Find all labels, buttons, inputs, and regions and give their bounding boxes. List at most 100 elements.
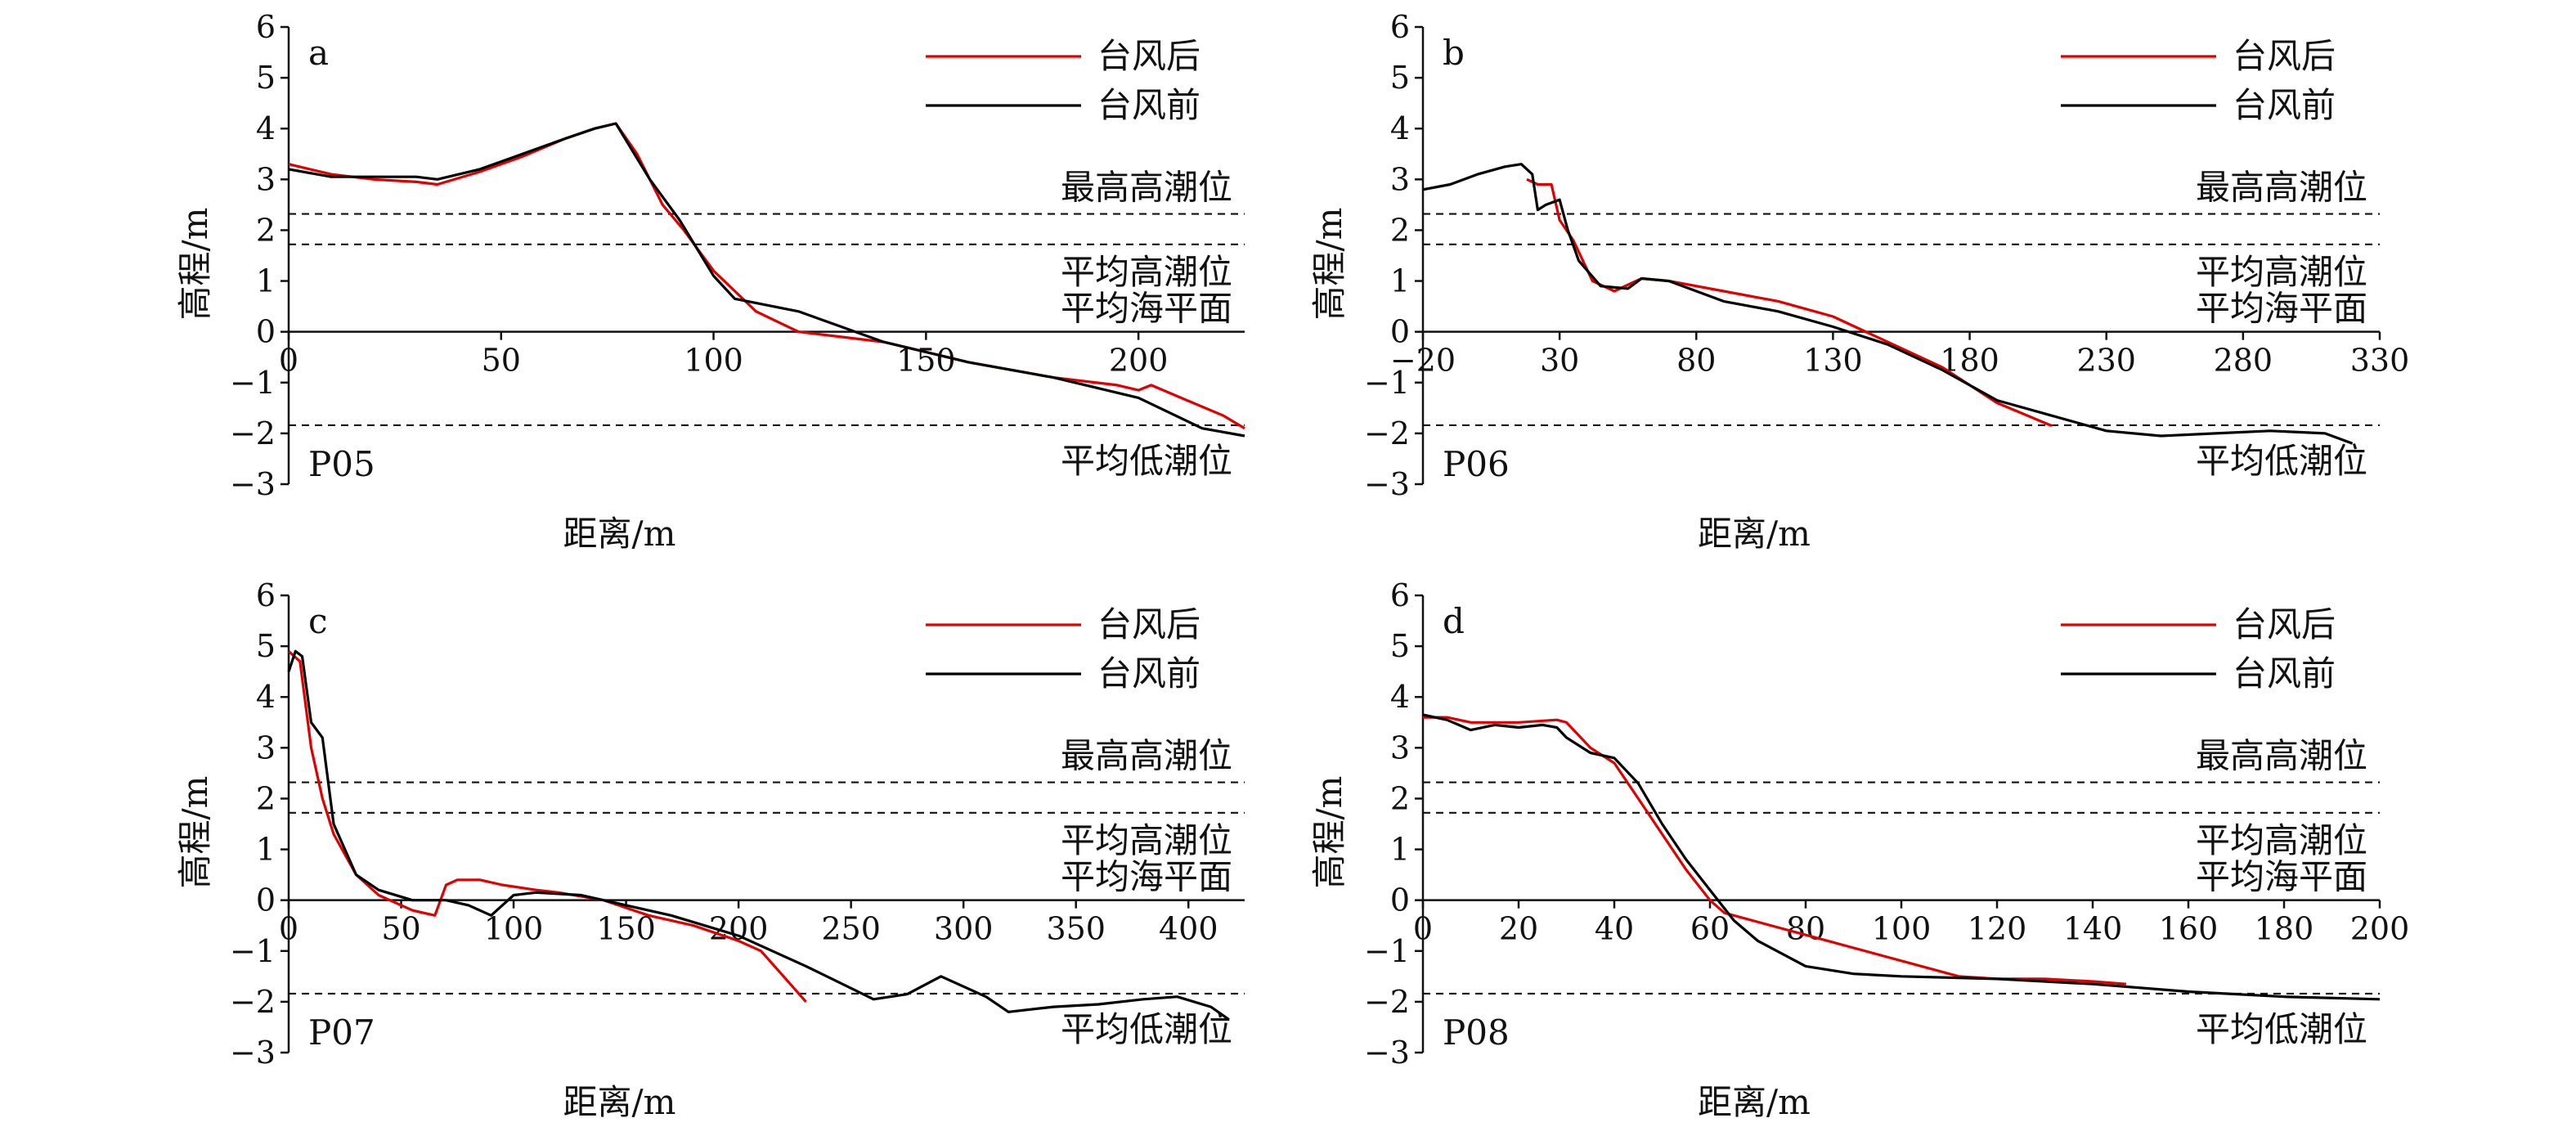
profile-label: P06 <box>1443 444 1510 484</box>
reference-line-label: 最高高潮位 <box>1061 736 1232 776</box>
y-tick-label: −3 <box>230 1035 276 1071</box>
y-tick-label: 0 <box>1390 314 1410 350</box>
y-tick-label: 4 <box>256 679 276 715</box>
x-tick-label: 50 <box>381 911 420 947</box>
series-line-after <box>1526 177 2053 428</box>
y-tick-label: −1 <box>1364 933 1410 969</box>
y-tick-label: 4 <box>256 110 276 146</box>
x-tick-label: 0 <box>279 343 298 379</box>
reference-line-label: 平均低潮位 <box>2196 441 2367 481</box>
x-tick-label: 100 <box>484 911 544 947</box>
x-tick-label: 60 <box>1690 911 1730 947</box>
x-tick-label: 100 <box>684 343 743 379</box>
reference-line-label: 平均海平面 <box>1061 857 1232 897</box>
y-tick-label: 5 <box>256 628 276 664</box>
x-axis-label: 距离/m <box>1698 514 1811 554</box>
legend-label: 台风前 <box>1097 85 1200 125</box>
x-tick-label: 180 <box>2255 911 2314 947</box>
x-tick-label: 50 <box>482 343 521 379</box>
reference-line-label: 平均海平面 <box>2196 289 2367 329</box>
y-axis-label: 高程/m <box>1309 776 1349 889</box>
y-tick-label: −1 <box>230 365 276 401</box>
y-axis-label: 高程/m <box>175 208 215 321</box>
reference-line-label: 最高高潮位 <box>2196 736 2367 776</box>
panel-letter: c <box>308 601 328 641</box>
legend-label: 台风前 <box>1097 653 1200 694</box>
legend-label: 台风后 <box>2233 36 2336 76</box>
y-tick-label: 5 <box>256 60 276 96</box>
x-tick-label: 330 <box>2350 343 2410 379</box>
reference-line-label: 平均低潮位 <box>1061 1009 1232 1049</box>
y-tick-label: −2 <box>230 415 276 451</box>
y-tick-label: −3 <box>230 466 276 502</box>
x-tick-label: 100 <box>1872 911 1932 947</box>
x-tick-label: 40 <box>1595 911 1634 947</box>
series-line-after <box>288 122 1245 430</box>
y-tick-label: 6 <box>256 577 276 613</box>
x-tick-label: 80 <box>1676 343 1716 379</box>
reference-line-label: 平均高潮位 <box>1061 820 1232 860</box>
x-tick-label: 250 <box>821 911 881 947</box>
y-tick-label: 0 <box>1390 882 1410 918</box>
y-tick-label: 6 <box>1390 577 1410 613</box>
y-tick-label: −1 <box>230 933 276 969</box>
series-line-before <box>287 649 1230 1021</box>
x-tick-label: 120 <box>1968 911 2027 947</box>
legend-label: 台风前 <box>2233 653 2336 694</box>
profile-label: P07 <box>308 1013 375 1053</box>
y-tick-label: 5 <box>1390 60 1410 96</box>
x-axis-label: 距离/m <box>563 514 676 554</box>
panel-letter: a <box>308 33 329 73</box>
y-tick-label: 1 <box>1390 832 1410 868</box>
x-tick-label: 30 <box>1540 343 1579 379</box>
y-tick-label: 3 <box>1390 161 1410 197</box>
y-tick-label: 0 <box>256 314 276 350</box>
y-tick-label: 4 <box>1390 679 1410 715</box>
x-tick-label: 20 <box>1499 911 1538 947</box>
x-axis-label: 距离/m <box>563 1082 676 1122</box>
y-tick-label: −2 <box>1364 415 1410 451</box>
panel-letter: d <box>1443 601 1465 641</box>
y-tick-label: −2 <box>230 984 276 1020</box>
panel-letter: b <box>1443 33 1465 73</box>
y-tick-label: 2 <box>256 212 276 248</box>
reference-line-label: 平均海平面 <box>2196 857 2367 897</box>
x-tick-label: 130 <box>1803 343 1863 379</box>
y-tick-label: 1 <box>256 263 276 299</box>
legend-label: 台风后 <box>1097 36 1200 76</box>
y-tick-label: −3 <box>1364 1035 1410 1071</box>
series-line-before <box>288 122 1245 438</box>
x-tick-label: 200 <box>2350 911 2410 947</box>
profile-label: P05 <box>308 444 375 484</box>
x-axis-label: 距离/m <box>1698 1082 1811 1122</box>
x-tick-label: 160 <box>2159 911 2219 947</box>
legend-label: 台风后 <box>2233 604 2336 644</box>
y-tick-label: 3 <box>256 161 276 197</box>
legend-label: 台风前 <box>2233 85 2336 125</box>
x-tick-label: 0 <box>279 911 298 947</box>
x-tick-label: 140 <box>2063 911 2123 947</box>
series-line-before <box>1422 713 2381 1001</box>
y-tick-label: 1 <box>256 832 276 868</box>
series-line-after <box>287 650 807 1003</box>
y-tick-label: 2 <box>256 780 276 816</box>
reference-line-label: 最高高潮位 <box>2196 168 2367 208</box>
x-tick-label: 80 <box>1786 911 1825 947</box>
y-axis-label: 高程/m <box>175 776 215 889</box>
x-tick-label: 280 <box>2214 343 2273 379</box>
y-tick-label: 2 <box>1390 212 1410 248</box>
x-tick-label: 0 <box>1413 911 1433 947</box>
reference-line-label: 平均高潮位 <box>1061 252 1232 292</box>
y-tick-label: −2 <box>1364 984 1410 1020</box>
y-tick-label: 2 <box>1390 780 1410 816</box>
x-tick-label: 150 <box>596 911 656 947</box>
x-tick-label: 400 <box>1159 911 1218 947</box>
y-tick-label: 6 <box>256 9 276 45</box>
y-tick-label: −3 <box>1364 466 1410 502</box>
